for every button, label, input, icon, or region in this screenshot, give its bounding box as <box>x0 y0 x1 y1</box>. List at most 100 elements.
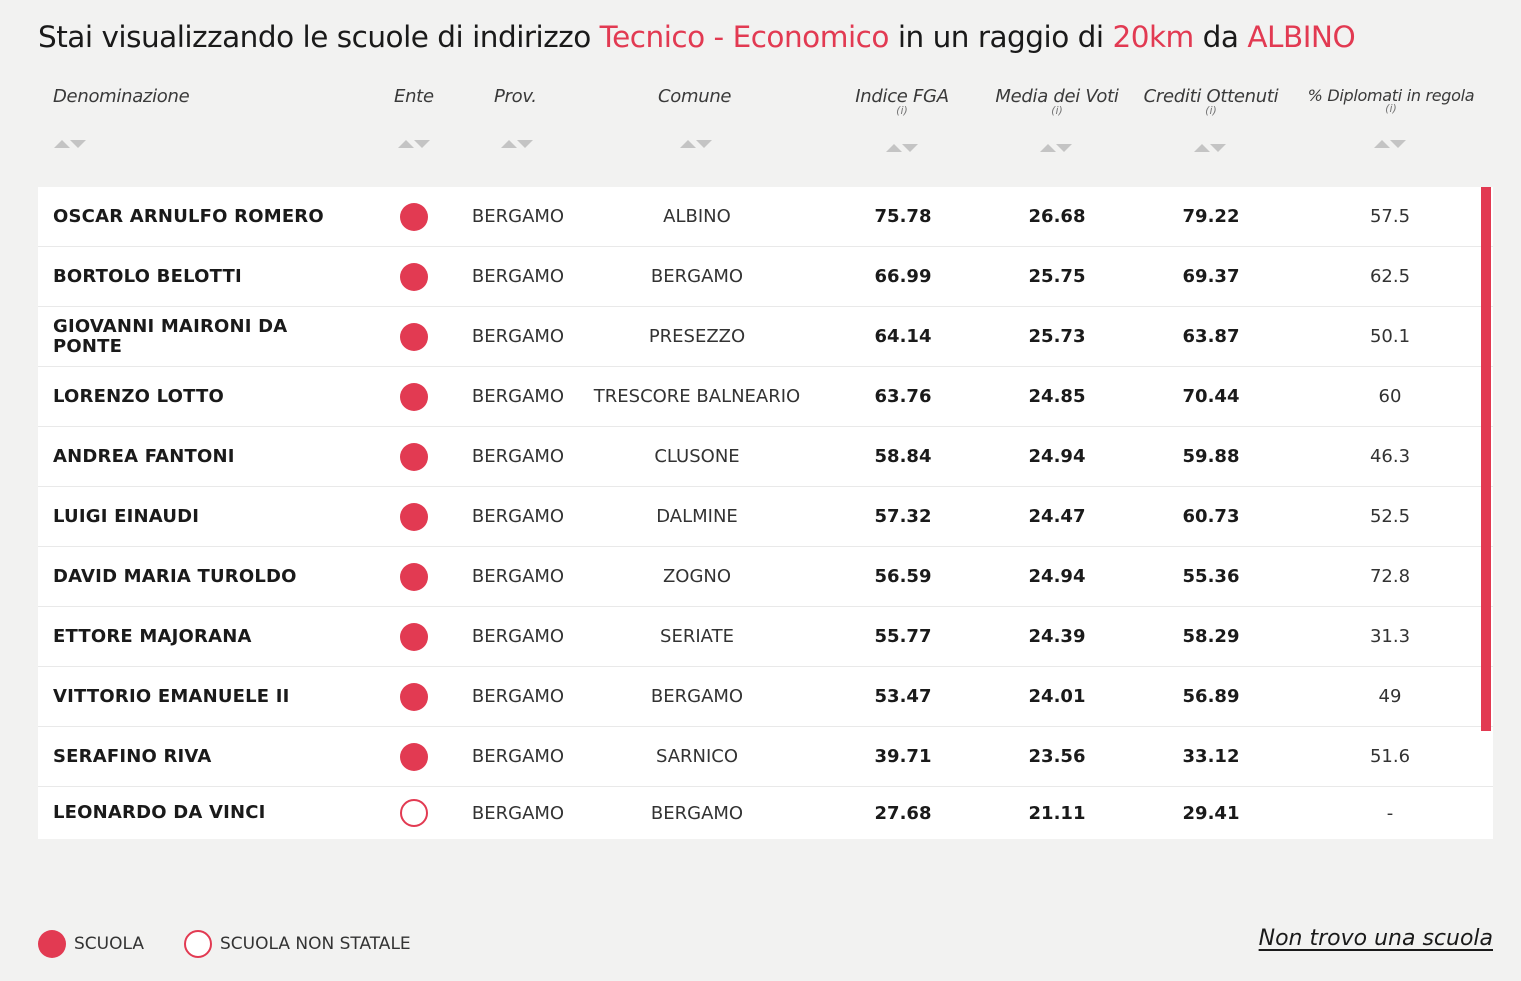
school-ente <box>400 247 428 306</box>
school-province: BERGAMO <box>471 566 565 587</box>
school-name: LORENZO LOTTO <box>53 385 224 407</box>
school-ente <box>400 667 428 726</box>
table-row[interactable]: LEONARDO DA VINCI BERGAMO BERGAMO 27.68 21.1… <box>38 787 1493 839</box>
info-fga-icon[interactable]: (i) <box>896 104 908 117</box>
table-row[interactable]: VITTORIO EMANUELE II BERGAMO BERGAMO 53.47 2… <box>38 667 1493 727</box>
info-media-icon[interactable]: (i) <box>1051 104 1063 117</box>
school-comune: CLUSONE <box>654 446 740 467</box>
school-ente <box>400 727 428 786</box>
school-indice-fga: 53.47 <box>874 686 932 707</box>
table-row[interactable]: BORTOLO BELOTTI BERGAMO BERGAMO 66.99 25.75 6… <box>38 247 1493 307</box>
school-name: ETTORE MAJORANA <box>53 625 252 647</box>
table-row[interactable]: LORENZO LOTTO BERGAMO TRESCORE BALNEARIO 63… <box>38 367 1493 427</box>
table-row[interactable]: GIOVANNI MAIRONI DA PONTE BERGAMO PRESEZZO… <box>38 307 1493 367</box>
school-ente <box>400 487 428 546</box>
title-prefix: Stai visualizzando le scuole di indirizz… <box>38 20 600 54</box>
school-indice-fga: 66.99 <box>874 266 932 287</box>
school-ente <box>400 787 428 839</box>
table-row[interactable]: DAVID MARIA TUROLDO BERGAMO ZOGNO 56.59 24.9… <box>38 547 1493 607</box>
column-comune: Comune <box>658 86 732 107</box>
school-crediti: 33.12 <box>1182 746 1240 767</box>
filled-circle-icon <box>400 562 428 591</box>
filled-circle-icon <box>400 442 428 471</box>
column-prov: Prov. <box>494 86 537 107</box>
school-crediti: 29.41 <box>1182 802 1240 824</box>
school-name: VITTORIO EMANUELE II <box>53 685 290 707</box>
info-diplomati-icon[interactable]: (i) <box>1385 102 1397 115</box>
school-media-voti: 24.94 <box>1028 446 1086 467</box>
info-crediti-icon[interactable]: (i) <box>1205 104 1217 117</box>
title-middle: in un raggio di <box>888 20 1113 54</box>
school-comune: SARNICO <box>655 746 739 767</box>
school-name: BORTOLO BELOTTI <box>53 265 242 287</box>
filled-circle-icon <box>400 502 428 531</box>
legend-item-scuola: SCUOLA <box>38 930 144 958</box>
filled-circle-icon <box>400 202 428 231</box>
school-diplomati: 60 <box>1378 386 1402 407</box>
page-title: Stai visualizzando le scuole di indirizz… <box>38 20 1498 54</box>
sort-comune-icon[interactable] <box>680 140 712 150</box>
school-comune: ZOGNO <box>662 566 732 587</box>
filled-circle-icon <box>400 322 428 351</box>
school-diplomati: 31.3 <box>1369 626 1411 647</box>
school-name: OSCAR ARNULFO ROMERO <box>53 205 324 227</box>
school-province: BERGAMO <box>471 686 565 707</box>
school-province: BERGAMO <box>471 386 565 407</box>
title-radius: 20km <box>1112 20 1194 54</box>
filled-circle-icon <box>400 742 428 771</box>
column-label-media: Media dei Voti <box>995 86 1119 107</box>
school-media-voti: 24.85 <box>1028 386 1086 407</box>
school-diplomati: 57.5 <box>1369 206 1411 227</box>
column-diplomati: % Diplomati in regola (i) <box>1296 86 1486 114</box>
sort-crediti-icon[interactable] <box>1194 144 1226 154</box>
table-row[interactable]: SERAFINO RIVA BERGAMO SARNICO 39.71 23.56 33.… <box>38 727 1493 787</box>
column-label-prov: Prov. <box>494 86 537 107</box>
table-row[interactable]: ETTORE MAJORANA BERGAMO SERIATE 55.77 24.39 5… <box>38 607 1493 667</box>
title-da: da <box>1193 20 1248 54</box>
school-diplomati: 72.8 <box>1369 566 1411 587</box>
school-indice-fga: 75.78 <box>874 206 932 227</box>
column-label-ente: Ente <box>394 86 434 107</box>
school-diplomati: 46.3 <box>1369 446 1411 467</box>
school-name: GIOVANNI MAIRONI DA PONTE <box>53 315 288 357</box>
sort-diplomati-icon[interactable] <box>1374 140 1406 150</box>
column-media: Media dei Voti (i) <box>985 86 1129 116</box>
legend-label-scuola: SCUOLA <box>74 934 144 954</box>
school-name: SERAFINO RIVA <box>53 745 212 767</box>
school-indice-fga: 55.77 <box>874 626 932 647</box>
school-name: LUIGI EINAUDI <box>53 505 200 527</box>
school-crediti: 70.44 <box>1182 386 1240 407</box>
school-indice-fga: 64.14 <box>874 326 932 347</box>
school-crediti: 79.22 <box>1182 206 1240 227</box>
school-indice-fga: 63.76 <box>874 386 932 407</box>
school-province: BERGAMO <box>471 506 565 527</box>
school-media-voti: 24.47 <box>1028 506 1086 527</box>
table-header: Denominazione Ente Prov. Comune Indice F… <box>0 86 1521 166</box>
school-crediti: 59.88 <box>1182 446 1240 467</box>
table-row[interactable]: LUIGI EINAUDI BERGAMO DALMINE 57.32 24.47 60.… <box>38 487 1493 547</box>
filled-circle-icon <box>400 622 428 651</box>
table-scrollbar[interactable] <box>1481 187 1491 731</box>
school-ente <box>400 187 428 246</box>
school-media-voti: 24.39 <box>1028 626 1086 647</box>
school-ente <box>400 547 428 606</box>
sort-prov-icon[interactable] <box>501 140 533 150</box>
table-row[interactable]: OSCAR ARNULFO ROMERO BERGAMO ALBINO 75.78 26… <box>38 187 1493 247</box>
sort-denominazione-icon[interactable] <box>54 140 86 150</box>
filled-circle-icon <box>400 382 428 411</box>
legend-label-non-statale: SCUOLA NON STATALE <box>219 934 411 954</box>
not-found-link[interactable]: Non trovo una scuola <box>1258 926 1493 951</box>
school-comune: TRESCORE BALNEARIO <box>593 386 801 407</box>
column-label-diplomati: % Diplomati in regola <box>1307 86 1475 105</box>
school-ente <box>400 427 428 486</box>
table-row[interactable]: ANDREA FANTONI BERGAMO CLUSONE 58.84 24.94 59… <box>38 427 1493 487</box>
sort-ente-icon[interactable] <box>398 140 430 150</box>
sort-fga-icon[interactable] <box>886 144 918 154</box>
school-comune: SERIATE <box>660 626 734 647</box>
school-media-voti: 24.01 <box>1028 686 1086 707</box>
column-fga: Indice FGA (i) <box>843 86 961 116</box>
sort-media-icon[interactable] <box>1040 144 1072 154</box>
column-label-comune: Comune <box>658 86 732 107</box>
title-city: ALBINO <box>1247 20 1356 54</box>
school-media-voti: 26.68 <box>1028 206 1086 227</box>
